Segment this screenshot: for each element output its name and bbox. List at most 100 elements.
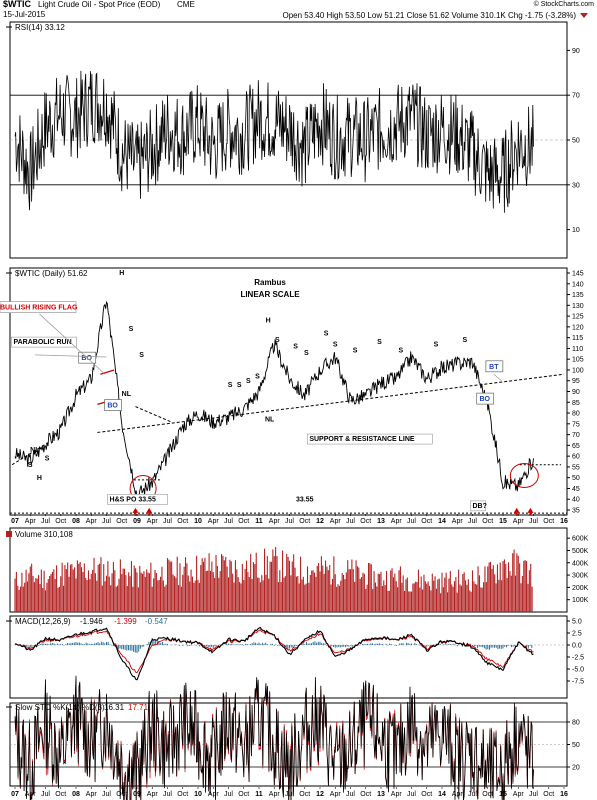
price-y-axis-tick-label: 95 [572,378,580,385]
rsi-legend: RSI(14) 33.12 [15,23,65,32]
up-arrow-icon [132,507,139,513]
chart-watermark: © StockCharts.com [534,0,595,8]
x-tick-label: 07 [11,791,19,798]
annotation-label: S [139,352,144,359]
x-tick-label: 08 [72,791,80,798]
x-tick-label: Oct [360,518,371,525]
x-tick-label: Oct [177,791,188,798]
macd-legend: MACD(12,26,9) -1.946 -1.399 -0.547 [15,617,168,626]
rsi-y-axis-tick-label: 70 [572,93,580,100]
x-tick-label: 14 [438,518,446,525]
annotation-label: NL [265,417,275,424]
x-tick-label: Jul [285,791,294,798]
x-tick-label: 07 [11,518,19,525]
x-tick-label: Jul [285,518,294,525]
x-tick-label: 13 [377,791,385,798]
x-tick-label: 11 [255,518,263,525]
annotation-box [104,399,122,411]
price-y-axis-tick-label: 135 [572,292,584,299]
volume-y-axis-tick-label: 300K [572,573,589,580]
annotation-label: H [266,318,271,325]
x-tick-label: 10 [194,791,202,798]
price-y-axis-tick-label: 125 [572,314,584,321]
annotation-label: S [304,350,309,357]
annotation-label: S [398,348,403,355]
x-tick-label: 09 [133,518,141,525]
chart-name: Light Crude Oil - Spot Price (EOD) [38,0,161,9]
annotation-label: S [237,382,242,389]
sto-k-line [14,675,534,800]
price-y-axis-tick-label: 110 [572,346,583,353]
neckline-left [11,442,48,466]
rsi-y-axis-tick-label: 30 [572,182,580,189]
up-arrow-icon [527,507,534,513]
annotation-label: S [28,462,33,469]
x-tick-label: Apr [86,518,98,525]
price-y-axis-tick-label: 90 [572,389,580,396]
volume-legend: Volume 310,108 [15,530,73,539]
x-tick-label: 12 [316,791,324,798]
macd-y-axis-tick-label: 2.5 [572,631,582,638]
price-y-axis-tick-label: 80 [572,411,580,418]
x-tick-label: Apr [25,518,37,525]
dropdown-arrow-icon[interactable] [580,13,588,18]
volume-y-axis-tick-label: 400K [572,560,589,567]
sto-y-axis-tick-label: 80 [572,720,580,727]
x-tick-label: Oct [482,518,493,525]
x-tick-label: Jul [224,791,233,798]
annotation-label: NL [30,447,40,454]
bottom-circle-2015 [509,463,539,489]
annotation-label: BT [489,364,499,371]
x-tick-label: Oct [299,518,310,525]
x-tick-label: Jul [41,791,50,798]
sto-legend: Slow STO %K(14) %D(3) 16.31 17.71 [15,703,149,712]
x-tick-label: Apr [391,518,403,525]
sto-y-axis-tick-label: 20 [572,765,580,772]
x-tick-label: Oct [177,518,188,525]
up-arrow-icon [146,507,153,513]
x-tick-label: Oct [482,791,493,798]
annotation-box [11,336,77,348]
annotation-label: S [129,326,134,333]
x-tick-label: Apr [147,791,159,798]
annotation-label: S [333,341,338,348]
annotation-label: PARABOLIC RUN [13,339,71,346]
price-y-axis-tick-label: 105 [572,357,584,364]
annotation-label: S [463,337,468,344]
x-tick-label: Jul [41,518,50,525]
x-tick-label: Jul [346,791,355,798]
macd-y-axis-tick-label: -2.5 [572,655,584,662]
annotation-box [107,494,168,505]
price-y-axis-tick-label: 60 [572,454,580,461]
x-tick-label: Apr [452,518,464,525]
x-tick-label: Apr [208,518,220,525]
price-y-axis-tick-label: 45 [572,486,580,493]
callout-line [39,313,106,375]
annotation-label: BO [81,355,92,362]
price-y-axis-tick-label: 145 [572,271,584,278]
macd-y-axis-tick-label: -5.0 [572,667,584,674]
rsi-y-axis-tick-label: 10 [572,227,580,234]
up-arrow-stem [148,512,151,516]
x-tick-label: Apr [513,518,525,525]
annotation-box [470,500,486,512]
annotation-label: H&S PO 33.55 [110,496,156,503]
price-y-axis-tick-label: 50 [572,475,580,482]
x-tick-label: 16 [560,518,568,525]
x-tick-label: Jul [529,518,538,525]
x-tick-label: 11 [255,791,263,798]
x-tick-label: Oct [238,518,249,525]
price-y-axis-tick-label: 120 [572,324,584,331]
chart-date: 15-Jul-2015 [3,10,46,19]
x-tick-label: Apr [147,518,159,525]
x-tick-label: Apr [208,791,220,798]
up-arrow-stem [529,512,532,516]
x-tick-label: 16 [560,791,568,798]
volume-y-axis-tick-label: 200K [572,585,589,592]
chart-subtitle: LINEAR SCALE [240,290,300,299]
macd-y-axis-tick-label: 0.0 [572,643,582,650]
x-tick-label: Jul [407,518,416,525]
up-arrow-stem [134,512,137,516]
